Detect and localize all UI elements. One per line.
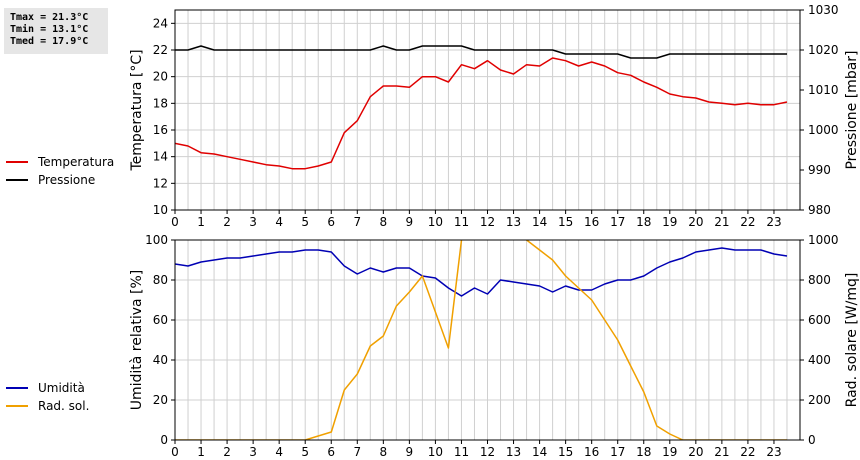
y2-axis-label: Rad. solare [W/mq]	[844, 273, 860, 408]
x-tick-label: 21	[714, 445, 729, 459]
x-tick-label: 19	[662, 215, 677, 229]
x-tick-label: 11	[454, 445, 469, 459]
chart-panel-1: 0 1 2 3 4 5 6 7 8 9 10 11 12 13 14 15 16 17 18 19 20 21 22 2310…	[6, 3, 860, 229]
y2-axis-label: Pressione [mbar]	[844, 50, 860, 169]
x-tick-label: 18	[636, 215, 651, 229]
x-tick-label: 12	[480, 445, 495, 459]
x-tick-label: 15	[558, 445, 573, 459]
x-tick-label: 14	[532, 445, 547, 459]
x-tick-label: 22	[740, 445, 755, 459]
y-tick-label: 100	[145, 233, 168, 247]
y-tick-label: 10	[153, 203, 168, 217]
x-tick-label: 10	[428, 215, 443, 229]
y-axis-label: Umidità relativa [%]	[129, 270, 145, 411]
x-tick-label: 18	[636, 445, 651, 459]
x-tick-label: 23	[766, 445, 781, 459]
x-tick-label: 22	[740, 215, 755, 229]
x-tick-label: 21	[714, 215, 729, 229]
stats-box: Tmax = 21.3°C Tmin = 13.1°C Tmed = 17.9°…	[4, 8, 108, 54]
y2-tick-label: 0	[808, 433, 816, 447]
x-tick-label: 1	[197, 215, 205, 229]
legend-label-umidit: Umidità	[38, 381, 85, 395]
x-tick-label: 17	[610, 445, 625, 459]
tmax-text: Tmax = 21.3°C	[10, 12, 89, 23]
x-tick-label: 6	[327, 445, 335, 459]
y2-tick-label: 200	[808, 393, 831, 407]
y2-tick-label: 400	[808, 353, 831, 367]
y2-tick-label: 800	[808, 273, 831, 287]
x-tick-label: 13	[506, 445, 521, 459]
x-tick-label: 5	[301, 215, 309, 229]
y2-tick-label: 1010	[808, 83, 839, 97]
y2-tick-label: 1000	[808, 123, 839, 137]
y-tick-label: 60	[153, 313, 168, 327]
series-line-rad-sol	[175, 240, 787, 440]
x-tick-label: 0	[171, 215, 179, 229]
x-tick-label: 7	[353, 445, 361, 459]
y-tick-label: 22	[153, 43, 168, 57]
x-tick-label: 3	[249, 215, 257, 229]
plot-frame	[174, 9, 801, 211]
x-tick-label: 8	[380, 215, 388, 229]
series-line-pressione	[175, 45, 787, 59]
x-tick-label: 9	[406, 445, 414, 459]
y-tick-label: 16	[153, 123, 168, 137]
series-line-umidit	[175, 247, 788, 297]
x-tick-label: 11	[454, 215, 469, 229]
x-tick-label: 7	[353, 215, 361, 229]
y-tick-label: 0	[160, 433, 168, 447]
x-tick-label: 2	[223, 215, 231, 229]
y2-tick-label: 600	[808, 313, 831, 327]
x-tick-label: 5	[301, 445, 309, 459]
y2-tick-label: 1030	[808, 3, 839, 17]
x-tick-label: 16	[584, 215, 599, 229]
y2-tick-label: 980	[808, 203, 831, 217]
x-tick-label: 9	[406, 215, 414, 229]
x-tick-label: 6	[327, 215, 335, 229]
x-tick-label: 14	[532, 215, 547, 229]
y2-tick-label: 1000	[808, 233, 839, 247]
x-tick-label: 8	[380, 445, 388, 459]
y-tick-label: 80	[153, 273, 168, 287]
y-tick-label: 24	[153, 16, 168, 30]
x-tick-label: 4	[275, 445, 283, 459]
tmed-text: Tmed = 17.9°C	[10, 36, 89, 47]
y-tick-label: 40	[153, 353, 168, 367]
x-tick-label: 19	[662, 445, 677, 459]
y2-tick-label: 1020	[808, 43, 839, 57]
chart-panel-2: 0 1 2 3 4 5 6 7 8 9 10 11 12 13 14 15 16 17 18 19 20 21 22 2302…	[6, 233, 860, 459]
x-tick-label: 17	[610, 215, 625, 229]
x-tick-label: 10	[428, 445, 443, 459]
x-tick-label: 13	[506, 215, 521, 229]
series-line-temperatura	[175, 57, 788, 170]
y2-tick-label: 990	[808, 163, 831, 177]
x-tick-label: 23	[766, 215, 781, 229]
y-tick-label: 12	[153, 176, 168, 190]
x-tick-label: 15	[558, 215, 573, 229]
x-tick-label: 4	[275, 215, 283, 229]
y-axis-label: Temperatura [°C]	[129, 49, 145, 171]
x-tick-label: 12	[480, 215, 495, 229]
x-tick-label: 1	[197, 445, 205, 459]
x-tick-label: 0	[171, 445, 179, 459]
y-tick-label: 20	[153, 393, 168, 407]
legend-label-rad-sol: Rad. sol.	[38, 399, 89, 413]
x-tick-label: 20	[688, 215, 703, 229]
y-tick-label: 20	[153, 70, 168, 84]
y-tick-label: 14	[153, 150, 168, 164]
x-tick-label: 20	[688, 445, 703, 459]
tmin-text: Tmin = 13.1°C	[10, 24, 89, 35]
x-tick-label: 3	[249, 445, 257, 459]
plot-frame	[174, 239, 801, 441]
legend-label-temperatura: Temperatura	[37, 155, 114, 169]
legend-label-pressione: Pressione	[38, 173, 95, 187]
y-tick-label: 18	[153, 96, 168, 110]
x-tick-label: 2	[223, 445, 231, 459]
x-tick-label: 16	[584, 445, 599, 459]
